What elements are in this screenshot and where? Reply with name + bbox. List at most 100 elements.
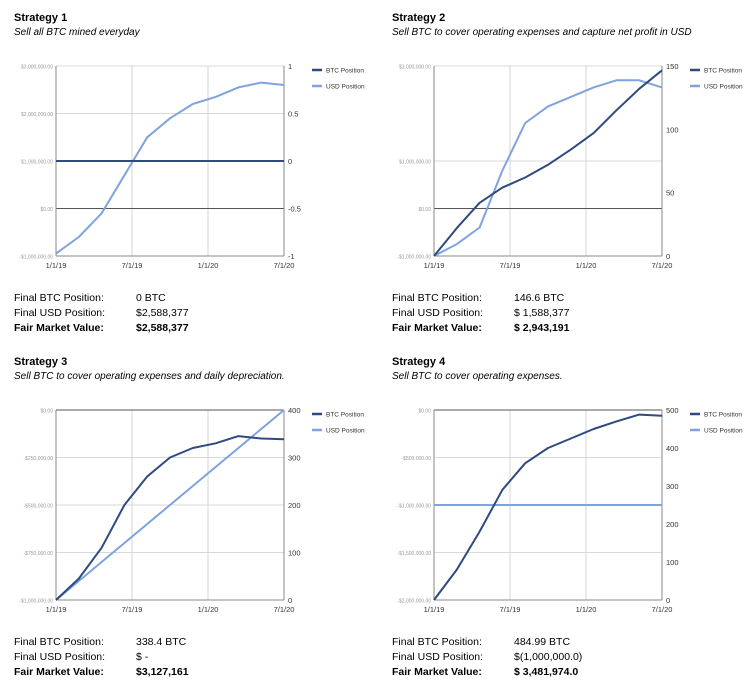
right-tick-label: 400 xyxy=(666,444,679,453)
stat-row-btc: Final BTC Position: 146.6 BTC xyxy=(392,291,712,306)
stat-row-usd: Final USD Position: $2,588,377 xyxy=(14,306,334,321)
legend-usd-label: USD Position xyxy=(326,84,365,91)
stat-row-fmv: Fair Market Value: $ 3,481,974.0 xyxy=(392,665,712,680)
right-tick-label: 0 xyxy=(666,252,670,261)
usd-position-line xyxy=(55,81,285,255)
stat-value: 0 BTC xyxy=(136,292,166,304)
right-tick-label: 200 xyxy=(288,501,301,510)
stat-label: Final USD Position: xyxy=(14,307,106,319)
legend-btc-label: BTC Position xyxy=(326,412,364,419)
x-tick-label: 7/1/19 xyxy=(122,261,143,270)
x-tick-label: 1/1/19 xyxy=(424,605,445,614)
x-tick-label: 7/1/19 xyxy=(500,605,521,614)
x-tick-label: 7/1/19 xyxy=(122,605,143,614)
strategy-1-chart: 1/1/19 7/1/19 1/1/20 7/1/20 $3,000,000.00 $2,… xyxy=(19,62,365,270)
right-tick-label: 150 xyxy=(666,62,679,71)
stat-row-btc: Final BTC Position: 0 BTC xyxy=(14,291,334,306)
btc-position-line xyxy=(433,69,663,257)
x-tick-label: 1/1/19 xyxy=(424,261,445,270)
x-tick-label: 1/1/19 xyxy=(46,261,67,270)
left-tick-label: $0.00 xyxy=(418,207,431,213)
stat-row-usd: Final USD Position: $ 1,588,377 xyxy=(392,306,712,321)
stat-label: Final USD Position: xyxy=(392,307,484,319)
left-tick-label: -$500,000.00 xyxy=(24,504,54,510)
usd-position-line xyxy=(433,79,663,257)
right-tick-label: 0 xyxy=(288,596,292,605)
strategy-3-chart: 1/1/19 7/1/19 1/1/20 7/1/20 $0.00 -$250,000.0… xyxy=(19,406,365,614)
left-tick-label: -$1,000,000.00 xyxy=(397,255,431,261)
legend-usd-label: USD Position xyxy=(326,428,365,435)
usd-position-line xyxy=(55,409,285,601)
left-tick-label: -$1,000,000.00 xyxy=(19,599,53,605)
x-tick-label: 7/1/20 xyxy=(652,261,673,270)
btc-position-line xyxy=(55,435,285,601)
stat-value: 146.6 BTC xyxy=(514,292,565,304)
stat-value: $3,127,161 xyxy=(136,666,189,678)
strategy-4-panel: Strategy 4 Sell BTC to cover operating e… xyxy=(378,344,748,684)
right-tick-label: 500 xyxy=(666,406,679,415)
stat-label: Fair Market Value: xyxy=(392,322,482,334)
stat-value: $ 3,481,974.0 xyxy=(514,666,579,678)
left-tick-label: $1,000,000.00 xyxy=(399,160,431,166)
stat-value: $ - xyxy=(136,651,149,663)
x-tick-label: 7/1/19 xyxy=(500,261,521,270)
legend-btc-label: BTC Position xyxy=(326,68,364,75)
left-tick-label: $0.00 xyxy=(40,409,53,415)
left-tick-label: $3,000,000.00 xyxy=(399,65,431,71)
right-tick-label: 300 xyxy=(288,454,301,463)
legend-btc-label: BTC Position xyxy=(704,68,742,75)
left-tick-label: $2,000,000.00 xyxy=(21,112,53,118)
strategy-title: Strategy 3 xyxy=(14,356,68,368)
strategy-2-panel: Strategy 2 Sell BTC to cover operating e… xyxy=(378,0,748,340)
right-tick-label: -1 xyxy=(288,252,295,261)
stat-row-fmv: Fair Market Value: $3,127,161 xyxy=(14,665,334,680)
x-tick-label: 1/1/20 xyxy=(198,605,219,614)
stat-value: 484.99 BTC xyxy=(514,636,571,648)
stat-label: Final BTC Position: xyxy=(392,636,482,648)
stat-label: Fair Market Value: xyxy=(14,322,104,334)
stat-label: Final BTC Position: xyxy=(14,636,104,648)
left-tick-label: -$1,000,000.00 xyxy=(397,504,431,510)
strategy-1-panel: Strategy 1 Sell all BTC mined everyday 1… xyxy=(0,0,370,340)
right-tick-label: 200 xyxy=(666,520,679,529)
left-tick-label: -$500,000.00 xyxy=(402,456,432,462)
strategy-subtitle: Sell BTC to cover operating expenses and… xyxy=(392,27,692,38)
right-tick-label: 300 xyxy=(666,482,679,491)
strategy-1-stats: Final BTC Position: 0 BTC Final USD Posit… xyxy=(14,291,334,336)
right-tick-label: 0 xyxy=(666,596,670,605)
left-tick-label: $0.00 xyxy=(418,409,431,415)
left-tick-label: -$2,000,000.00 xyxy=(397,599,431,605)
right-tick-label: 100 xyxy=(288,549,301,558)
stat-value: $(1,000,000.0) xyxy=(514,651,583,663)
stat-row-btc: Final BTC Position: 338.4 BTC xyxy=(14,635,334,650)
stat-label: Final USD Position: xyxy=(392,651,484,663)
x-tick-label: 7/1/20 xyxy=(274,261,295,270)
stat-label: Fair Market Value: xyxy=(392,666,482,678)
left-tick-label: $3,000,000.00 xyxy=(21,65,53,71)
strategy-title: Strategy 4 xyxy=(392,356,446,368)
left-tick-label: -$1,000,000.00 xyxy=(19,255,53,261)
right-tick-label: 100 xyxy=(666,125,679,134)
btc-position-line xyxy=(433,413,663,601)
stat-row-usd: Final USD Position: $ - xyxy=(14,650,334,665)
right-tick-label: 100 xyxy=(666,558,679,567)
stat-value: $ 1,588,377 xyxy=(514,307,570,319)
x-tick-label: 7/1/20 xyxy=(652,605,673,614)
x-tick-label: 7/1/20 xyxy=(274,605,295,614)
right-tick-label: 0 xyxy=(288,157,292,166)
left-tick-label: $1,000,000.00 xyxy=(21,160,53,166)
stat-value: 338.4 BTC xyxy=(136,636,187,648)
strategy-4-stats: Final BTC Position: 484.99 BTC Final USD … xyxy=(392,635,712,680)
legend-btc-label: BTC Position xyxy=(704,412,742,419)
x-tick-label: 1/1/20 xyxy=(198,261,219,270)
stat-row-usd: Final USD Position: $(1,000,000.0) xyxy=(392,650,712,665)
left-tick-label: -$1,500,000.00 xyxy=(397,551,431,557)
stat-label: Final BTC Position: xyxy=(392,292,482,304)
x-tick-label: 1/1/20 xyxy=(576,261,597,270)
stat-row-btc: Final BTC Position: 484.99 BTC xyxy=(392,635,712,650)
legend-usd-label: USD Position xyxy=(704,428,743,435)
strategy-title: Strategy 1 xyxy=(14,12,68,24)
right-tick-label: 400 xyxy=(288,406,301,415)
right-tick-label: -0.5 xyxy=(288,205,301,214)
x-tick-label: 1/1/20 xyxy=(576,605,597,614)
